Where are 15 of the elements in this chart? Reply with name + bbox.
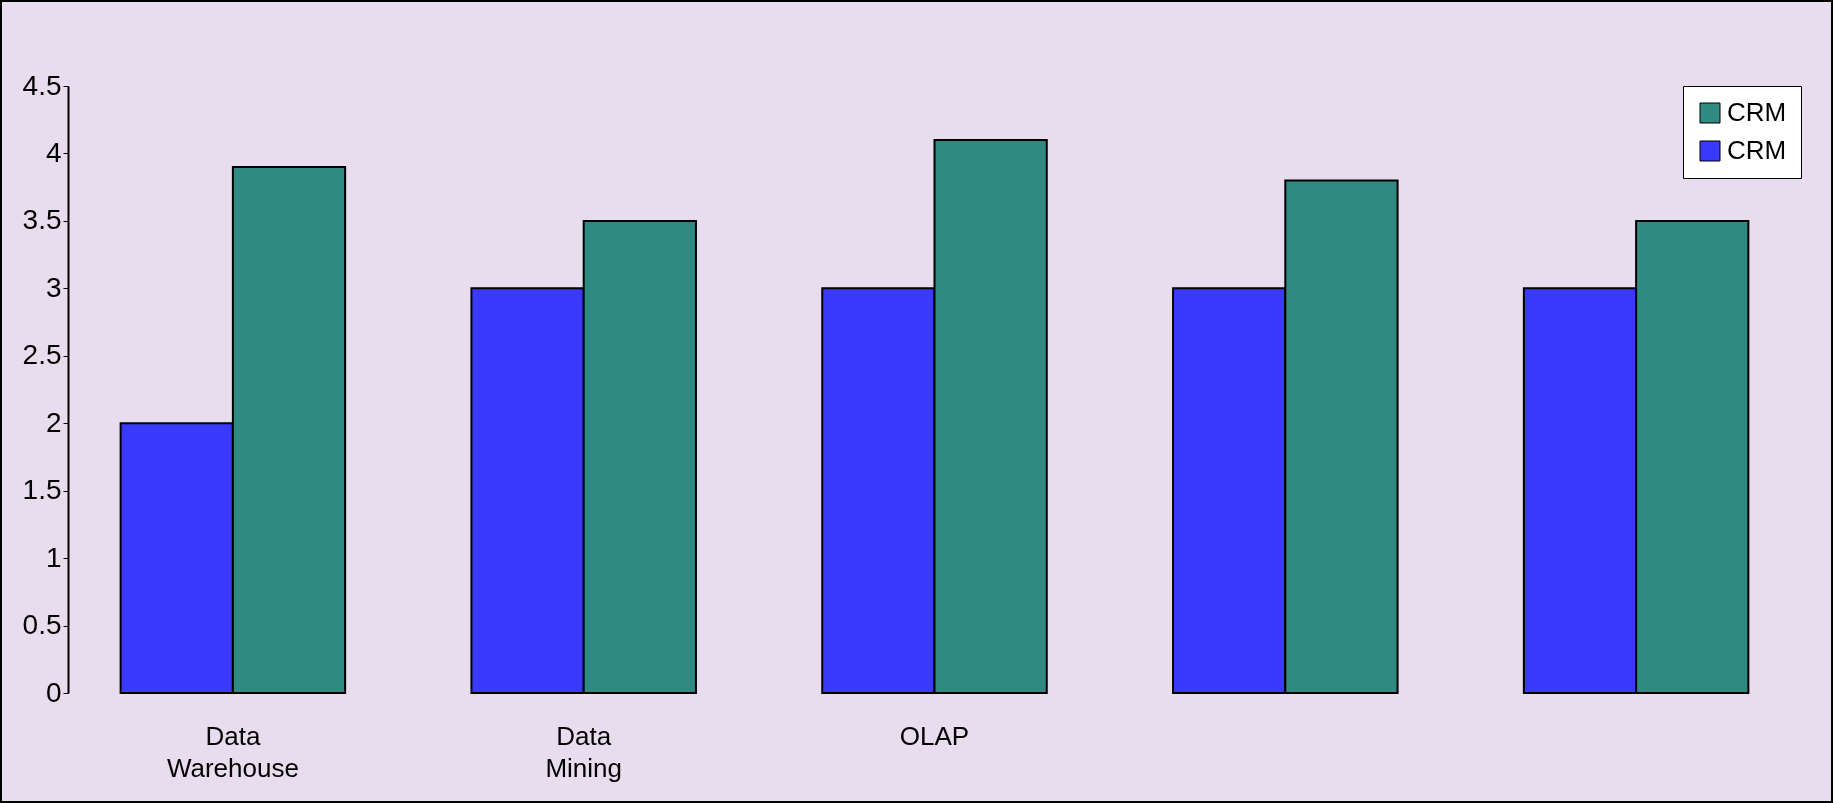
- y-tick-label: 1.5: [22, 474, 62, 506]
- y-tick-label: 0.5: [22, 609, 62, 641]
- y-tick-label: 1: [45, 541, 62, 573]
- y-tick-label: 2: [45, 406, 62, 438]
- x-tick-label: OLAP: [899, 720, 970, 751]
- y-tick-label: 2.5: [22, 339, 62, 371]
- y-tick-label: 3.5: [22, 204, 62, 236]
- x-tick-label: Data Warehouse: [166, 720, 299, 783]
- y-tick-label: 0: [45, 676, 62, 708]
- legend-label: CRM: [1727, 135, 1787, 165]
- x-tick-label: Data Mining: [545, 720, 622, 783]
- y-tick-label: 4: [45, 136, 62, 168]
- y-tick-label: 3: [45, 271, 62, 303]
- legend-label: CRM: [1727, 97, 1787, 127]
- y-tick-label: 4.5: [22, 69, 62, 101]
